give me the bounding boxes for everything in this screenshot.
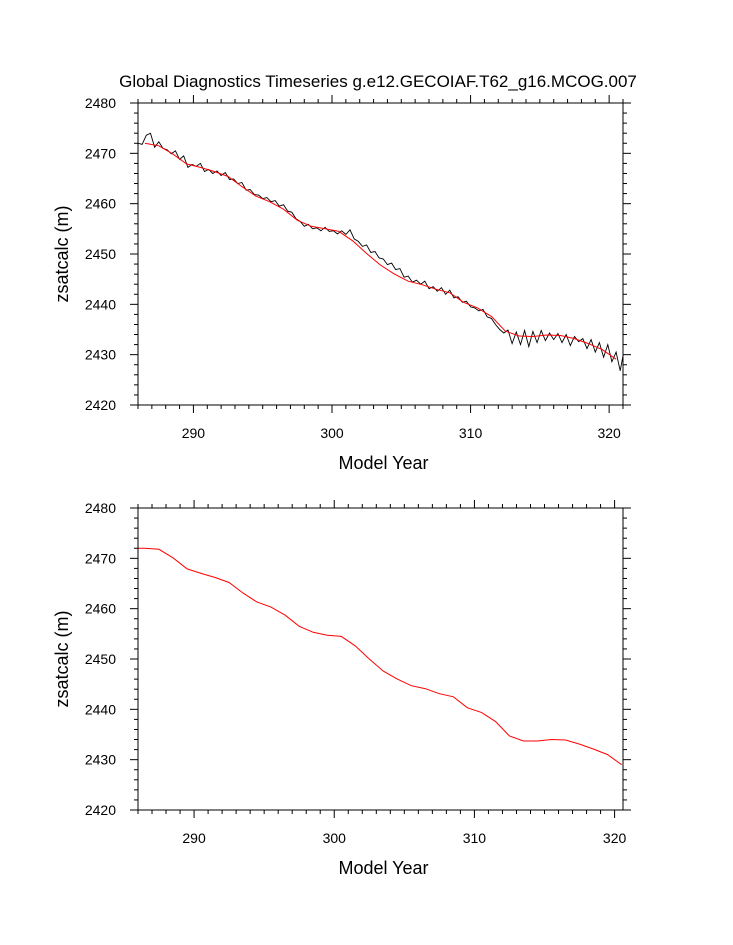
y-tick-label: 2430	[85, 347, 116, 363]
x-axis-label: Model Year	[338, 453, 428, 473]
x-tick-label: 310	[459, 425, 483, 441]
y-tick-label: 2470	[85, 145, 116, 161]
y-tick-label: 2450	[85, 246, 116, 262]
x-tick-label: 310	[463, 830, 487, 846]
annual-series-line	[138, 547, 622, 766]
y-tick-label: 2440	[85, 296, 116, 312]
y-tick-label: 2470	[85, 550, 116, 566]
y-axis-label: zsatcalc (m)	[52, 205, 72, 302]
y-axis-label: zsatcalc (m)	[52, 610, 72, 707]
chart-title: Global Diagnostics Timeseries g.e12.GECO…	[119, 72, 637, 91]
x-tick-label: 290	[182, 830, 206, 846]
x-tick-label: 300	[320, 425, 344, 441]
y-tick-label: 2460	[85, 196, 116, 212]
y-tick-label: 2480	[85, 500, 116, 516]
y-tick-label: 2420	[85, 397, 116, 413]
x-tick-label: 320	[597, 425, 621, 441]
y-tick-label: 2430	[85, 752, 116, 768]
y-tick-label: 2460	[85, 601, 116, 617]
x-axis-label: Model Year	[338, 858, 428, 878]
y-tick-label: 2450	[85, 651, 116, 667]
plot-frame	[137, 507, 624, 811]
plot-frame	[137, 102, 624, 406]
x-tick-label: 300	[323, 830, 347, 846]
y-tick-label: 2440	[85, 701, 116, 717]
y-tick-label: 2420	[85, 802, 116, 818]
bottom-panel: 290 300 310 320 2420 2430 2440 2450 2460 2470 2480…	[52, 500, 631, 878]
x-tick-label: 290	[182, 425, 206, 441]
x-tick-label: 320	[603, 830, 627, 846]
annual-series-line	[144, 142, 617, 360]
y-tick-label: 2480	[85, 95, 116, 111]
top-panel: 290 300 310 320 2420 2430 2440 2450 2460 2470 2480…	[52, 95, 631, 473]
